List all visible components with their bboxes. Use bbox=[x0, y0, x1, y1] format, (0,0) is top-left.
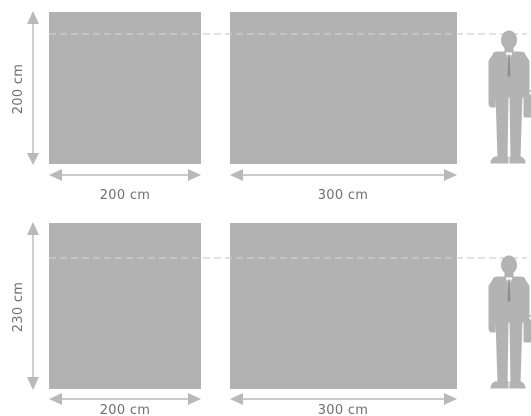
width-label-row-2-small: 200 cm bbox=[100, 403, 151, 416]
height-arrow-row-2 bbox=[27, 222, 39, 390]
height-label-row-1: 200 cm bbox=[11, 64, 26, 115]
person-icon-row-1 bbox=[488, 30, 531, 164]
person-icon-row-2 bbox=[488, 255, 531, 389]
panel-row-1-small bbox=[49, 12, 201, 164]
width-label-row-1-large: 300 cm bbox=[318, 188, 369, 203]
width-label-row-1-small: 200 cm bbox=[100, 188, 151, 203]
panel-row-2-large bbox=[230, 223, 457, 389]
width-arrow-row-2-small bbox=[49, 393, 201, 405]
width-label-row-2-large: 300 cm bbox=[318, 403, 369, 416]
width-arrow-row-1-large bbox=[230, 169, 457, 181]
panel-row-2-small bbox=[49, 223, 201, 389]
height-label-row-2: 230 cm bbox=[11, 282, 26, 333]
width-arrow-row-2-large bbox=[230, 393, 457, 405]
width-arrow-row-1-small bbox=[49, 169, 201, 181]
height-arrow-row-1 bbox=[27, 11, 39, 165]
row-1: 200 cm 200 cm 300 cm bbox=[11, 11, 531, 203]
panel-row-1-large bbox=[230, 12, 457, 164]
row-2: 230 cm 200 cm 300 cm bbox=[11, 222, 531, 416]
